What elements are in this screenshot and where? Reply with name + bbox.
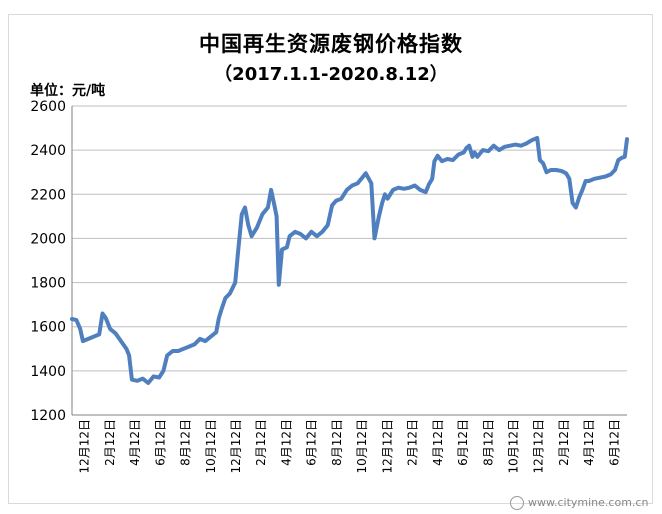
y-tick-label: 1600 [30,320,66,336]
watermark: www.citymine.com.cn [510,496,648,510]
y-tick-label: 2400 [30,143,66,159]
series-layer [70,136,629,385]
x-tick-label: 4月12日 [431,419,445,466]
x-tick-label: 12月12日 [229,419,243,474]
y-axis-ticks: 2600 2400 2200 2000 1800 1600 1400 1200 [30,99,66,424]
axes [71,106,627,416]
x-tick-label: 6月12日 [607,419,621,466]
logo-icon [510,496,524,510]
x-tick-label: 4月12日 [582,419,596,466]
x-tick-label: 6月12日 [153,419,167,466]
x-tick-label: 4月12日 [279,419,293,466]
x-tick-label: 12月12日 [532,419,546,474]
x-tick-label: 6月12日 [305,419,319,466]
x-tick-label: 2月12日 [254,419,268,466]
y-tick-label: 2600 [30,99,66,115]
x-tick-label: 2月12日 [557,419,571,466]
watermark-text: www.citymine.com.cn [528,496,649,509]
gridlines [72,105,627,416]
x-tick-label: 8月12日 [179,419,193,466]
x-tick-label: 10月12日 [355,419,369,474]
x-tick-label: 8月12日 [481,419,495,466]
y-tick-label: 2000 [30,231,66,247]
chart-title: 中国再生资源废钢价格指数 [199,32,463,56]
y-tick-label: 2200 [30,187,66,203]
x-tick-label: 2月12日 [103,419,117,466]
series-line [70,136,629,385]
x-axis-ticks: 12月12日 2月12日 4月12日 6月12日 8月12日 10月12日 12月12日 2月… [78,419,622,474]
x-tick-label: 8月12日 [330,419,344,466]
y-tick-label: 1800 [30,276,66,292]
x-tick-label: 12月12日 [380,419,394,474]
chart-subtitle: （2017.1.1-2020.8.12） [214,64,448,85]
x-tick-label: 10月12日 [204,419,218,474]
x-tick-label: 4月12日 [128,419,142,466]
x-tick-label: 10月12日 [506,419,520,474]
chart-frame [8,14,653,504]
y-tick-label: 1400 [30,364,66,380]
x-tick-label: 12月12日 [78,419,92,474]
x-tick-label: 2月12日 [406,419,420,466]
x-tick-label: 6月12日 [456,419,470,466]
unit-label: 单位：元/吨 [30,83,106,99]
y-tick-label: 1200 [30,408,66,424]
